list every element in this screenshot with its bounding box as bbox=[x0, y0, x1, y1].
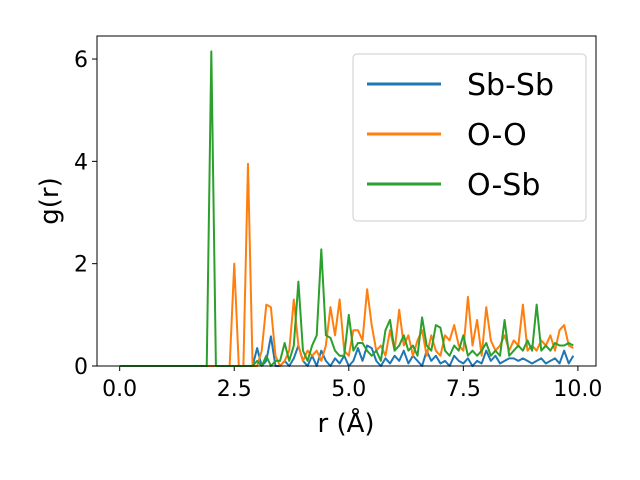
x-axis-label: r (Å) bbox=[317, 407, 374, 439]
y-tick-label: 4 bbox=[74, 150, 88, 175]
legend-label: O-Sb bbox=[467, 168, 540, 203]
x-tick-label: 5.0 bbox=[331, 377, 366, 402]
plot-frame bbox=[96, 35, 597, 367]
x-tick-label: 10.0 bbox=[553, 377, 602, 402]
x-tick-label: 2.5 bbox=[217, 377, 252, 402]
legend-label: O-O bbox=[467, 118, 527, 153]
x-tick-label: 7.5 bbox=[446, 377, 481, 402]
y-tick-label: 2 bbox=[74, 253, 88, 278]
x-tick-label: 0.0 bbox=[102, 377, 137, 402]
legend-label: Sb-Sb bbox=[467, 68, 554, 103]
y-axis-label: g(r) bbox=[35, 177, 65, 224]
legend-box bbox=[352, 53, 587, 222]
y-tick-label: 0 bbox=[74, 355, 88, 380]
y-tick-label: 6 bbox=[74, 48, 88, 73]
